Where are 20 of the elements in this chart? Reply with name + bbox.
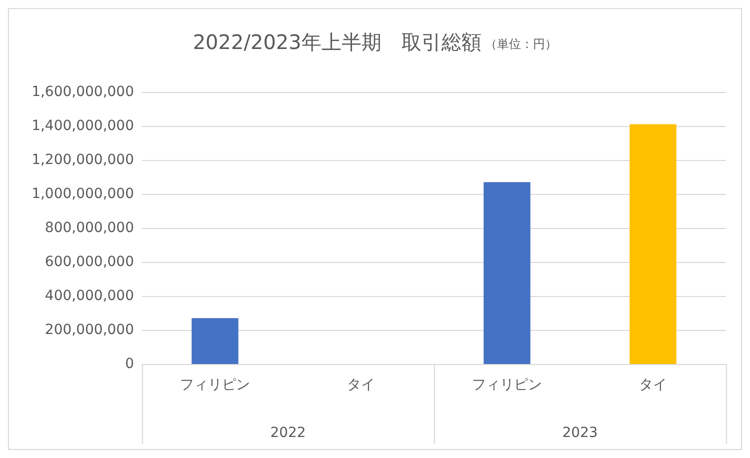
y-tick-label: 600,000,000 [44,254,134,270]
bar [484,182,530,364]
bar [630,124,676,364]
text: 2023 [562,425,598,441]
text: 2022 [270,425,306,441]
chart-subtitle: （単位：円） [481,37,558,51]
x-tick-label: タイ [347,377,375,393]
y-tick-label: 1,400,000,000 [32,118,134,134]
y-tick-label: 1,000,000,000 [32,186,134,202]
y-tick-label: 800,000,000 [44,220,134,236]
y-tick-label: 0 [125,356,134,372]
x-tick-label: タイ [639,377,667,393]
bar [192,318,238,364]
y-tick-label: 1,600,000,000 [32,84,134,100]
x-tick-label: フィリピン [472,377,542,393]
y-tick-label: 1,200,000,000 [32,152,134,168]
y-tick-label: 400,000,000 [44,288,134,304]
chart-title: 2022/2023年上半期 取引総額 [192,30,482,54]
x-tick-label: フィリピン [180,377,250,393]
y-tick-label: 200,000,000 [44,322,134,338]
